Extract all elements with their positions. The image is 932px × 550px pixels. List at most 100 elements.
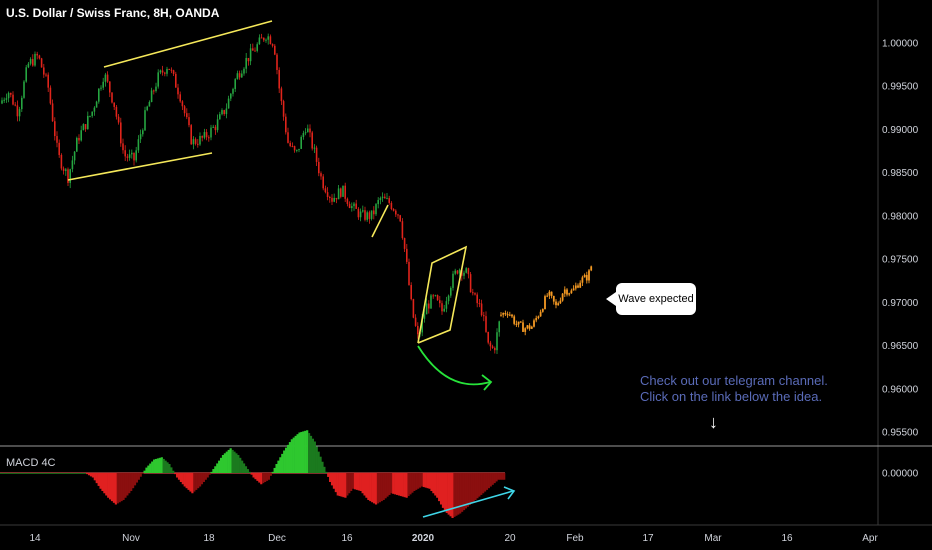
macd-bar — [246, 469, 249, 473]
projection-body — [533, 320, 535, 327]
candle-body — [483, 315, 485, 317]
candle-body — [447, 295, 450, 302]
candle-body — [496, 332, 498, 351]
macd-bar — [19, 473, 22, 474]
projection-body — [570, 290, 573, 294]
macd-bar — [365, 473, 368, 498]
macd-bar — [407, 473, 410, 497]
macd-bar — [350, 473, 353, 491]
macd-bar — [248, 471, 251, 473]
projection-body — [517, 321, 520, 325]
candle-body — [430, 295, 432, 309]
macd-bar — [405, 473, 408, 498]
macd-bar — [275, 464, 278, 473]
candle-body — [203, 132, 206, 138]
candle-body — [351, 206, 353, 209]
time-tick-label: Mar — [704, 533, 722, 544]
candle-body — [322, 176, 324, 189]
macd-bar — [74, 473, 77, 474]
candle-body — [344, 185, 346, 199]
price-axis[interactable]: 1.00000 0.99500 0.99000 0.98500 0.98000 0.975… — [882, 39, 919, 439]
macd-bar — [86, 473, 89, 475]
candle-body — [331, 197, 333, 202]
macd-bar — [72, 473, 75, 474]
candle-body — [386, 198, 388, 200]
macd-bar — [286, 444, 290, 473]
time-axis[interactable]: 14 Nov 18 Dec 16 2020 20 Feb 17 Mar 16 Apr — [29, 533, 878, 544]
macd-bar — [417, 473, 420, 489]
indicator-axis[interactable]: 0.00000 — [882, 469, 919, 480]
candle-body — [221, 110, 223, 115]
candle-body — [126, 156, 129, 158]
macd-bar — [154, 458, 158, 473]
candle-body — [423, 314, 426, 319]
indicator-label[interactable]: MACD 4C — [6, 457, 56, 469]
candle-body — [172, 70, 175, 74]
candle-body — [252, 48, 254, 51]
telegram-note-line2: Click on the link below the idea. — [640, 389, 823, 404]
macd-bar — [342, 473, 345, 498]
candle-body — [434, 295, 437, 297]
macd-bar — [457, 473, 460, 515]
macd-bar — [304, 430, 307, 473]
candle-body — [219, 114, 221, 120]
candle-body — [428, 303, 430, 309]
macd-bar — [21, 473, 24, 474]
macd-bar — [369, 473, 372, 502]
flag-line — [371, 204, 389, 238]
macd-bar — [195, 473, 198, 490]
candle-body — [135, 150, 137, 161]
candle-body — [359, 211, 362, 218]
candle-body — [58, 142, 60, 155]
candle-body — [291, 146, 294, 148]
macd-bar — [137, 473, 140, 480]
macd-bar — [355, 473, 359, 490]
macd-bar — [403, 473, 406, 498]
macd-bar — [139, 473, 142, 477]
candle-body — [403, 238, 406, 249]
macd-bar — [478, 473, 481, 497]
macd-bar — [185, 473, 188, 489]
projection-body — [522, 322, 524, 332]
macd-bar — [11, 473, 14, 474]
flag-parallelogram — [417, 245, 468, 344]
macd-bar — [191, 473, 194, 494]
projection-body — [581, 277, 584, 283]
macd-bar — [135, 473, 139, 483]
macd-bar — [28, 473, 31, 474]
macd-bar — [311, 438, 315, 473]
candle-body — [271, 44, 274, 46]
candle-body — [494, 348, 496, 351]
projection-body — [555, 301, 557, 306]
macd-bar — [497, 473, 500, 480]
macd-bar — [306, 430, 309, 473]
macd-bar — [17, 473, 20, 474]
divergence-arrow-head — [503, 486, 516, 500]
candle-body — [401, 221, 404, 239]
wave-expected-callout[interactable]: Wave expected — [606, 283, 696, 315]
candle-body — [243, 68, 245, 74]
price-tick-label: 0.96000 — [882, 384, 919, 395]
macd-bar — [93, 473, 96, 481]
macd-bar — [145, 467, 148, 473]
projection-body — [559, 300, 562, 304]
macd-bar — [78, 473, 81, 474]
candle-body — [274, 45, 276, 55]
macd-bar — [394, 473, 397, 495]
projection-body — [524, 328, 527, 332]
macd-bar — [252, 473, 255, 478]
candle-body — [311, 132, 313, 149]
candle-body — [166, 68, 168, 74]
candle-body — [7, 92, 10, 99]
candle-body — [113, 102, 115, 107]
macd-bar — [147, 465, 150, 473]
projection-body — [566, 289, 568, 295]
candle-body — [348, 203, 351, 209]
macd-bar — [109, 473, 112, 500]
macd-bar — [122, 473, 125, 500]
candle-body — [329, 196, 331, 198]
candle-body — [485, 316, 487, 332]
macd-bar — [415, 473, 418, 490]
